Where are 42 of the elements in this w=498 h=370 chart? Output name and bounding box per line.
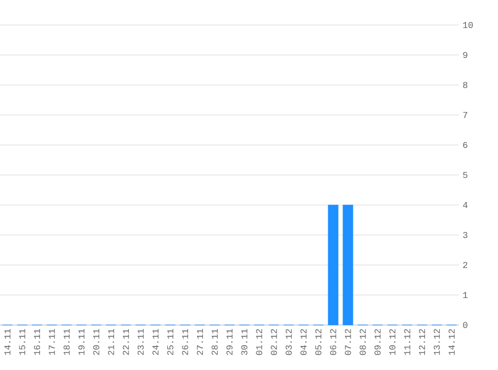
y-tick-label: 9 [463, 52, 468, 58]
x-tick-label: 15.11 [19, 328, 26, 355]
x-tick-label: 14.12 [448, 329, 455, 355]
x-tick-label: 21.11 [108, 328, 114, 355]
x-tick-label: 20.11 [93, 328, 100, 355]
x-tick-label: 10.12 [389, 329, 396, 355]
x-tick-label: 01.12 [256, 329, 262, 355]
x-tick-label: 14.11 [4, 328, 10, 355]
x-tick-label: 28.11 [212, 328, 218, 355]
x-tick-label: 11.12 [404, 329, 410, 355]
y-tick-label: 5 [463, 172, 468, 178]
x-tick-label: 18.11 [64, 328, 70, 355]
y-tick-label: 7 [463, 112, 468, 118]
y-tick-label: 2 [463, 262, 468, 268]
x-tick-label: 02.12 [270, 329, 277, 355]
y-tick-label: 1 [463, 292, 468, 298]
x-tick-label: 08.12 [360, 329, 366, 355]
x-tick-label: 07.12 [344, 329, 352, 355]
x-tick-label: 24.11 [152, 328, 158, 355]
x-tick-label: 06.12 [330, 329, 336, 355]
x-tick-label: 19.11 [78, 328, 84, 355]
x-tick-label: 17.11 [48, 328, 55, 355]
y-tick-label: 0 [463, 322, 468, 328]
x-tick-label: 29.11 [226, 328, 233, 355]
x-tick-label: 13.12 [434, 329, 440, 355]
y-tick-label: 6 [463, 142, 468, 148]
y-tick-label: 10 [463, 22, 473, 28]
x-tick-label: 04.12 [300, 329, 307, 355]
x-tick-label: 16.11 [34, 328, 40, 355]
x-tick-label: 05.12 [315, 329, 322, 355]
x-tick-label: 09.12 [374, 329, 381, 355]
x-tick-label: 12.12 [418, 329, 425, 355]
y-tick-label: 8 [463, 82, 468, 88]
x-tick-label: 30.11 [241, 328, 248, 355]
x-tick-label: 27.11 [196, 328, 203, 355]
x-tick-label: 23.11 [138, 328, 144, 355]
x-tick-label: 03.12 [286, 329, 292, 355]
x-tick-label: 25.11 [167, 328, 174, 355]
y-tick-label: 4 [462, 202, 468, 208]
x-tick-label: 22.11 [122, 328, 129, 355]
y-tick-label: 3 [463, 232, 468, 238]
x-tick-label: 26.11 [182, 328, 188, 355]
